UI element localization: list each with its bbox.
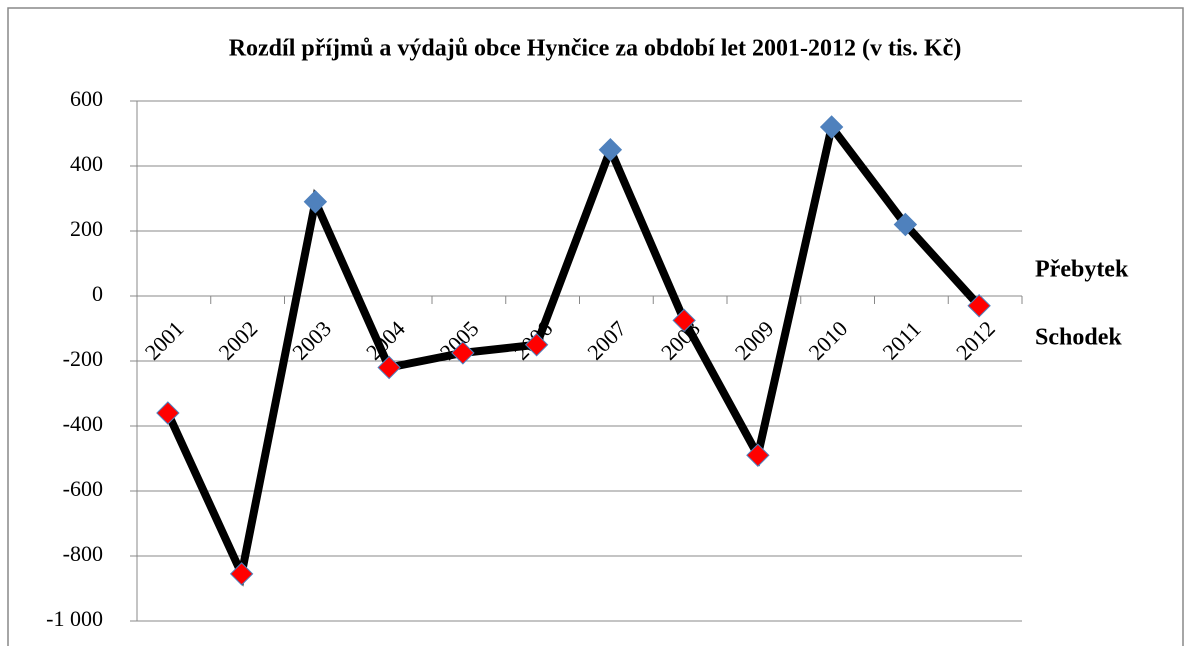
annotation: Přebytek — [1035, 257, 1129, 283]
marker — [524, 333, 549, 357]
marker — [377, 355, 401, 380]
marker — [303, 190, 328, 214]
chart-frame — [7, 7, 1184, 646]
marker — [967, 294, 991, 318]
marker — [229, 562, 254, 586]
data-line — [164, 117, 983, 587]
y-tick-label: -600 — [63, 476, 103, 501]
marker — [893, 212, 918, 237]
marker — [451, 341, 475, 365]
y-tick-label: 0 — [92, 281, 103, 306]
marker — [156, 401, 180, 425]
y-tick-label: -200 — [63, 346, 103, 371]
y-tick-label: -800 — [63, 541, 103, 566]
marker — [672, 308, 696, 333]
y-tick-label: 400 — [70, 151, 103, 176]
y-tick-label: 600 — [70, 86, 103, 111]
marker — [598, 138, 623, 162]
y-tick-label: -400 — [63, 411, 103, 436]
marker — [819, 115, 844, 139]
annotation: Schodek — [1035, 325, 1122, 351]
y-tick-label: 200 — [70, 216, 103, 241]
y-tick-label: -1 000 — [46, 606, 103, 631]
chart-title: Rozdíl příjmů a výdajů obce Hynčice za o… — [229, 36, 962, 62]
marker — [746, 443, 770, 467]
